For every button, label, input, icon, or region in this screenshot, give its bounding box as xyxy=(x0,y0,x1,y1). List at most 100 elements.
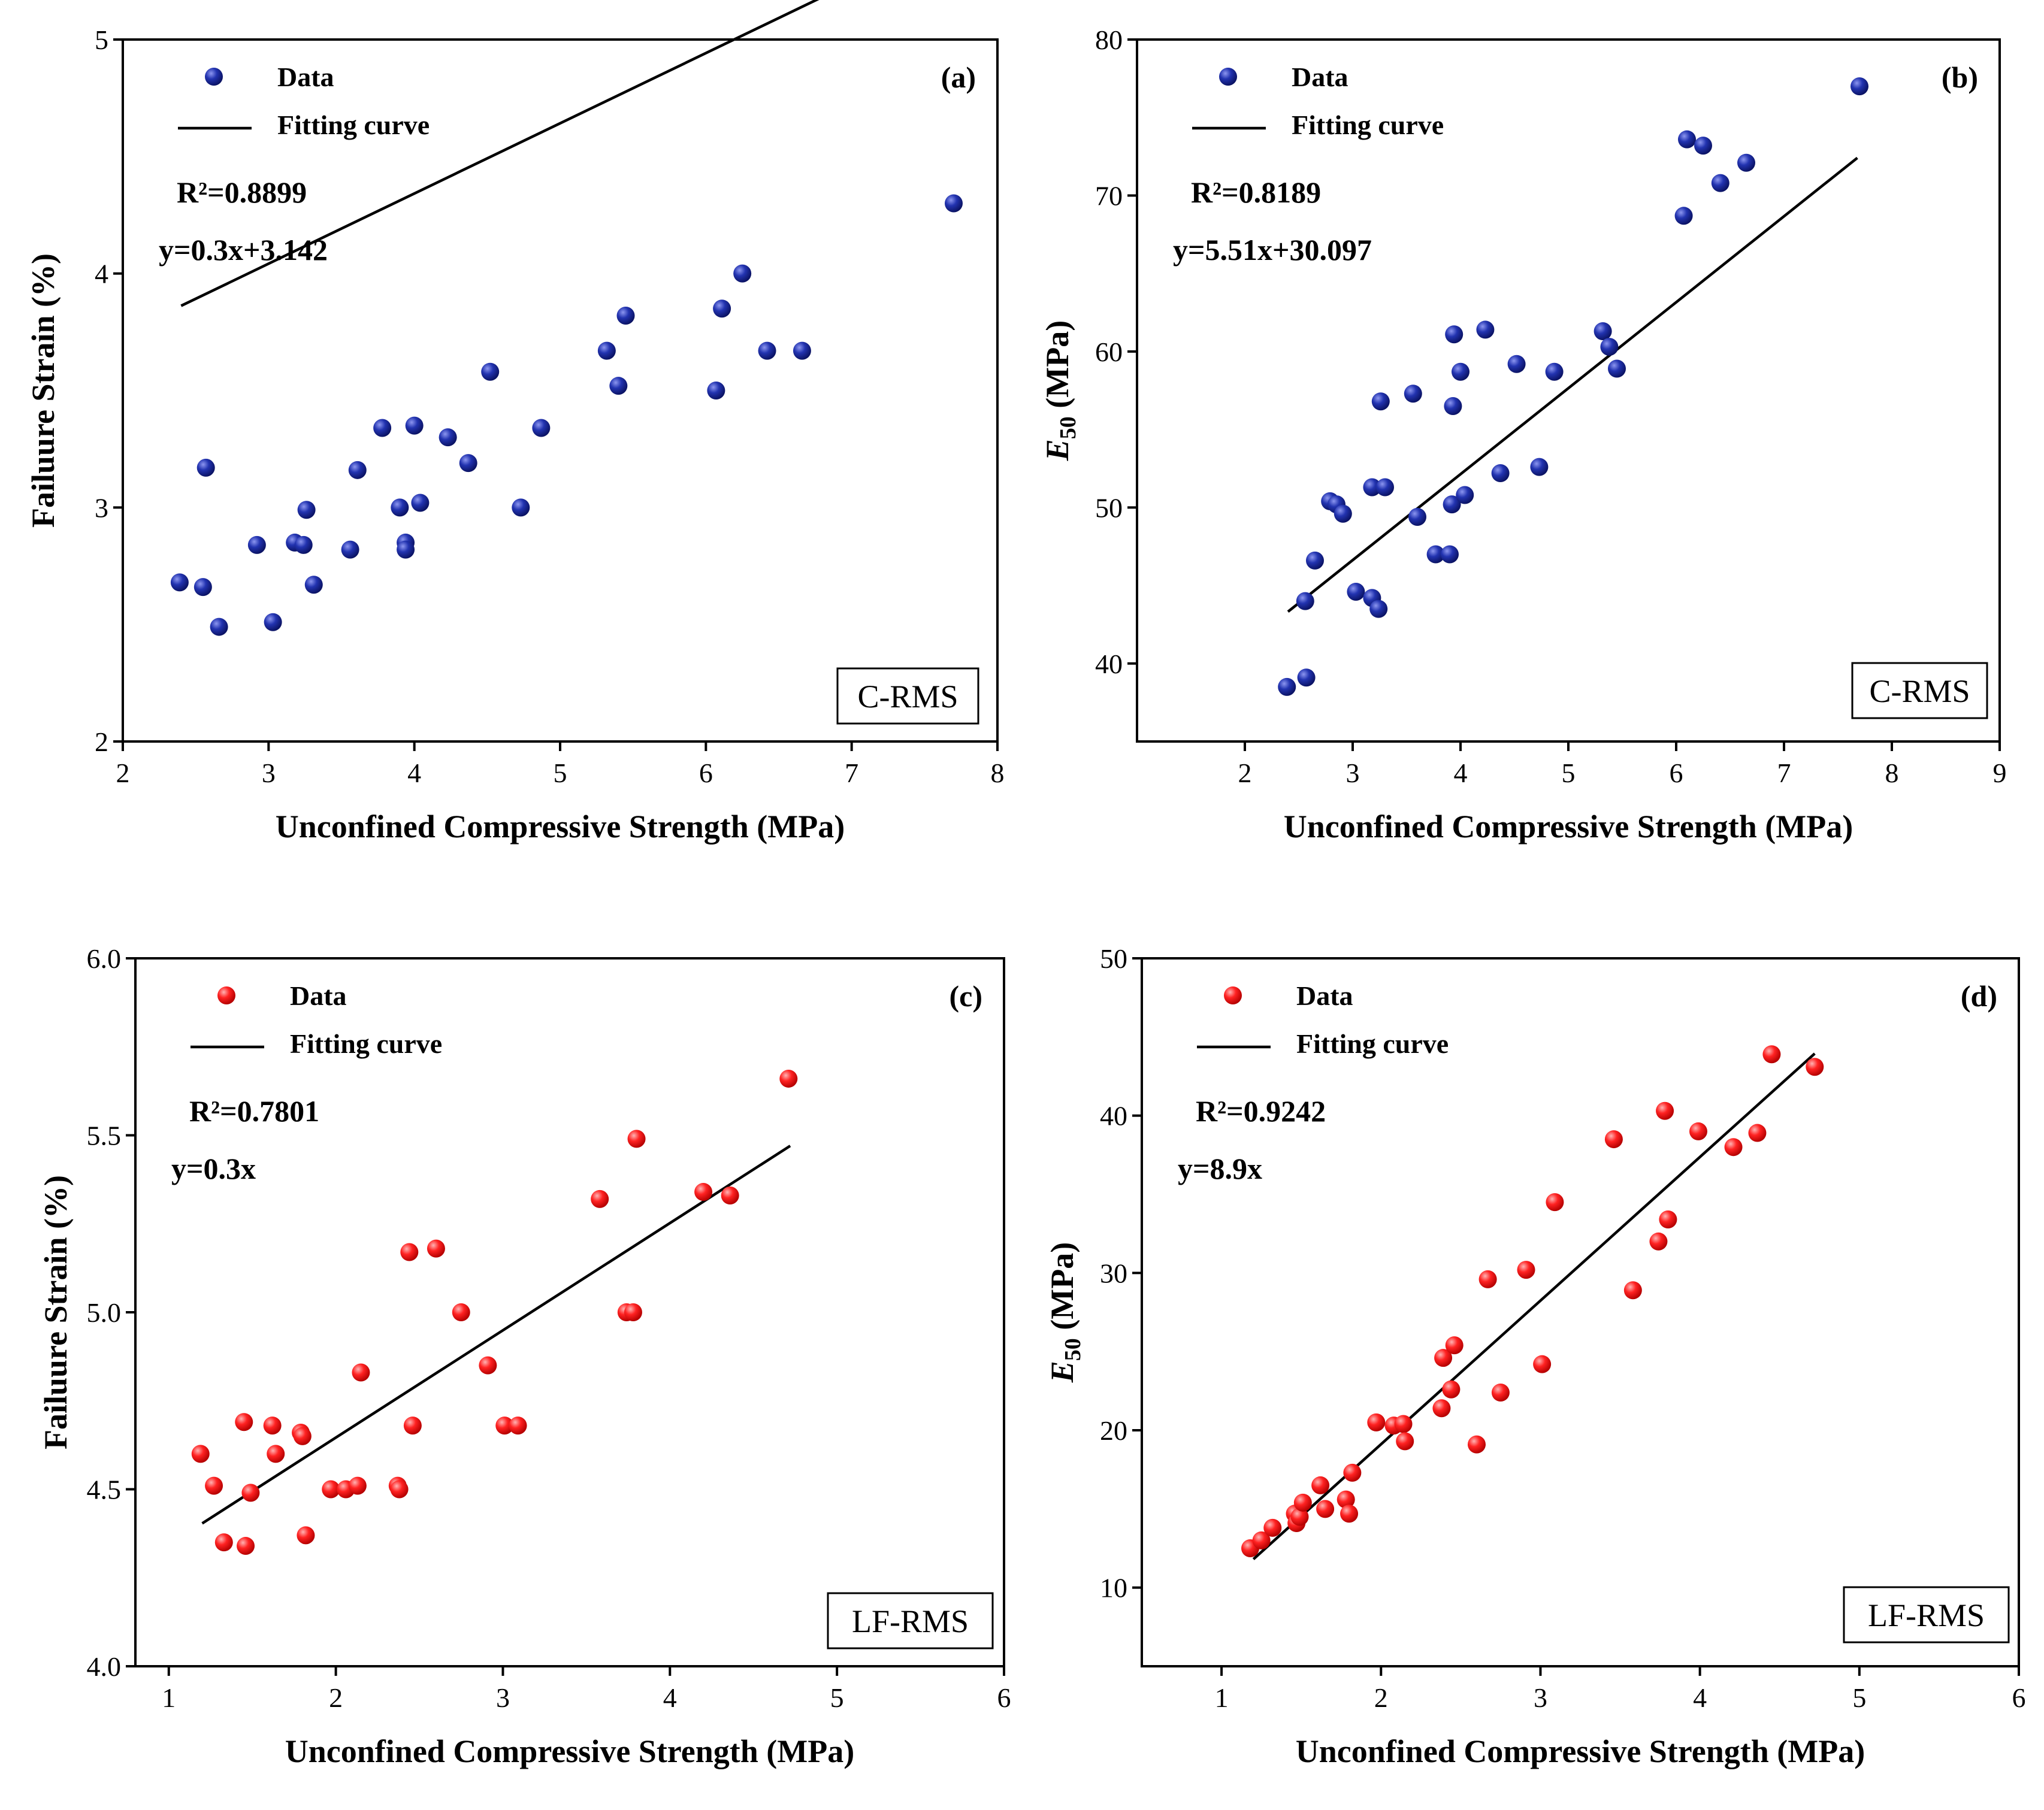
data-point xyxy=(397,540,415,559)
y-tick-label: 5.5 xyxy=(87,1121,122,1151)
y-tick-label: 70 xyxy=(1095,180,1123,211)
data-point xyxy=(512,498,530,517)
y-tick-label: 5 xyxy=(95,25,108,55)
plot-frame xyxy=(1136,38,2001,743)
data-point xyxy=(1678,130,1696,149)
data-point xyxy=(1452,362,1469,381)
data-point xyxy=(1659,1210,1677,1229)
data-point xyxy=(241,1484,260,1502)
data-point xyxy=(1491,464,1510,483)
data-point xyxy=(1252,1531,1271,1549)
y-tick-label: 4.0 xyxy=(87,1651,122,1682)
panel-label: (c) xyxy=(950,979,983,1013)
x-tick-label: 4 xyxy=(407,758,421,788)
data-point xyxy=(1297,668,1316,687)
legend-data-label: Data xyxy=(1296,980,1353,1011)
y-tick-label: 50 xyxy=(1095,492,1123,523)
data-point xyxy=(616,306,635,325)
data-point xyxy=(1347,582,1365,601)
plot-frame xyxy=(122,38,999,743)
data-point xyxy=(1694,137,1712,155)
data-point xyxy=(373,419,392,437)
x-tick-label: 2 xyxy=(116,758,130,788)
data-point xyxy=(390,1480,409,1499)
data-point xyxy=(1444,397,1462,416)
data-point xyxy=(214,1533,233,1552)
chart-panel-d: 1 2 3 4 5 6 10 20 30 40 50 Unconfined Compressive S… xyxy=(1044,943,2026,1769)
x-tick-label: 3 xyxy=(496,1682,510,1713)
x-tick-label: 4 xyxy=(1693,1682,1707,1713)
x-tick-label: 5 xyxy=(830,1682,844,1713)
data-point xyxy=(1426,545,1445,564)
data-point xyxy=(1363,478,1381,497)
data-point xyxy=(322,1480,340,1499)
legend-data-label: Data xyxy=(1292,62,1348,92)
data-point xyxy=(1404,385,1422,403)
legend-data-marker xyxy=(217,986,235,1004)
x-tick-label: 1 xyxy=(1215,1682,1229,1713)
data-point xyxy=(267,1445,285,1463)
data-point xyxy=(304,576,323,594)
x-axis-label: Unconfined Compressive Strength (MPa) xyxy=(1296,1733,1865,1769)
y-tick-label: 30 xyxy=(1100,1258,1127,1288)
y-tick-label: 80 xyxy=(1095,25,1123,55)
data-point xyxy=(191,1445,210,1463)
data-point xyxy=(694,1183,713,1201)
data-point xyxy=(1623,1281,1642,1300)
y-axis-label-symbol: E xyxy=(1044,1361,1080,1383)
data-point xyxy=(247,535,266,554)
data-point xyxy=(196,458,215,477)
data-point xyxy=(411,494,430,512)
legend-data-marker xyxy=(1219,68,1237,86)
material-tag: LF-RMS xyxy=(852,1603,969,1639)
data-point xyxy=(1445,1336,1464,1355)
data-point xyxy=(1311,1476,1330,1494)
data-point xyxy=(352,1363,370,1382)
data-point xyxy=(348,1476,367,1495)
data-point xyxy=(721,1186,739,1204)
x-tick-label: 3 xyxy=(1346,758,1360,788)
equation-annotation: y=0.3x+3.142 xyxy=(159,233,328,267)
x-tick-label: 6 xyxy=(1670,758,1683,788)
data-point xyxy=(294,535,313,554)
data-point xyxy=(479,1356,497,1375)
x-tick-label: 8 xyxy=(1885,758,1899,788)
y-axis-label-subscript: 50 xyxy=(1056,416,1081,439)
x-axis-label: Unconfined Compressive Strength (MPa) xyxy=(1284,809,1853,845)
data-point xyxy=(235,1413,253,1431)
data-point xyxy=(1445,325,1464,344)
chart-panel-a: 2 3 4 5 6 7 8 2 3 4 5 Unconfined Compressive Streng… xyxy=(25,0,1005,845)
data-point xyxy=(1290,1508,1309,1526)
data-point xyxy=(532,419,551,437)
y-axis-label: Failuure Strain (%) xyxy=(38,1175,74,1449)
y-tick-label: 50 xyxy=(1100,943,1127,974)
y-axis-label: E50 (MPa) xyxy=(1044,1242,1086,1383)
data-point xyxy=(297,1526,315,1545)
legend-data-label: Data xyxy=(290,980,347,1011)
legend-data-marker xyxy=(205,68,223,86)
y-tick-label: 5.0 xyxy=(87,1297,122,1328)
data-point xyxy=(1316,1500,1335,1518)
data-point xyxy=(1656,1101,1674,1120)
panel-label: (d) xyxy=(1961,979,1997,1013)
y-tick-label: 2 xyxy=(95,727,108,757)
data-point xyxy=(1340,1505,1359,1523)
data-point xyxy=(264,613,282,631)
x-tick-label: 7 xyxy=(845,758,858,788)
data-point xyxy=(1594,322,1612,341)
y-tick-label: 40 xyxy=(1100,1101,1127,1131)
data-point xyxy=(1737,153,1755,172)
data-point xyxy=(1711,174,1729,192)
data-point xyxy=(1434,1349,1453,1367)
legend-data-label: Data xyxy=(277,62,334,92)
data-point xyxy=(205,1476,223,1495)
data-point xyxy=(707,382,725,399)
material-tag: C-RMS xyxy=(857,679,958,715)
data-point xyxy=(1278,677,1296,696)
x-tick-label: 3 xyxy=(262,758,276,788)
y-axis-label: Failuure Strain (%) xyxy=(25,253,61,528)
data-point xyxy=(391,498,409,517)
material-tag-box xyxy=(1843,1586,2010,1643)
data-point xyxy=(1851,77,1868,96)
y-axis-label-subscript: 50 xyxy=(1060,1338,1086,1361)
